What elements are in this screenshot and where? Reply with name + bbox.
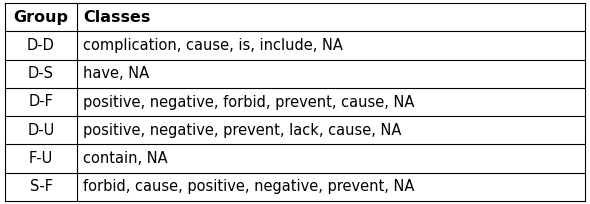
Text: contain, NA: contain, NA (83, 151, 168, 166)
Text: D-D: D-D (27, 38, 55, 53)
Text: Group: Group (14, 10, 68, 25)
Text: forbid, cause, positive, negative, prevent, NA: forbid, cause, positive, negative, preve… (83, 179, 415, 194)
Text: Classes: Classes (83, 10, 150, 25)
Text: D-S: D-S (28, 66, 54, 81)
Text: positive, negative, forbid, prevent, cause, NA: positive, negative, forbid, prevent, cau… (83, 94, 415, 110)
Text: F-U: F-U (29, 151, 53, 166)
Text: S-F: S-F (30, 179, 53, 194)
Text: D-U: D-U (27, 123, 55, 138)
Text: D-F: D-F (28, 94, 54, 110)
Text: have, NA: have, NA (83, 66, 149, 81)
Text: complication, cause, is, include, NA: complication, cause, is, include, NA (83, 38, 343, 53)
Text: positive, negative, prevent, lack, cause, NA: positive, negative, prevent, lack, cause… (83, 123, 402, 138)
